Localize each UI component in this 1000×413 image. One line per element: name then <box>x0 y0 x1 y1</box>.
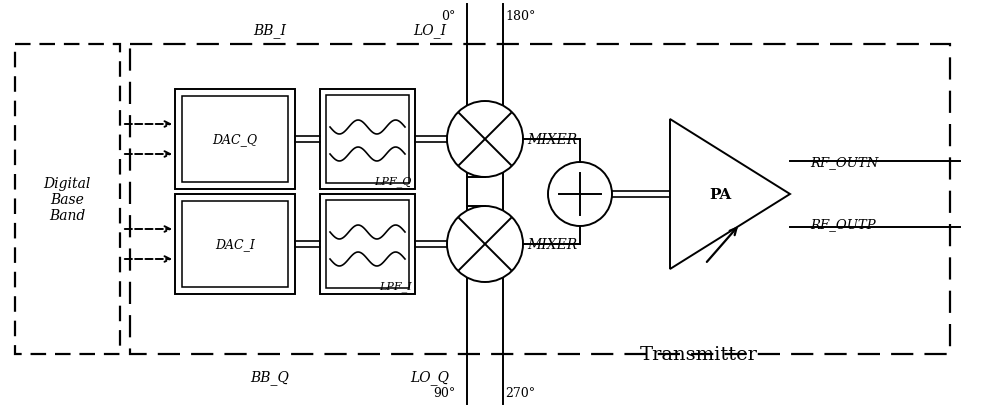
Text: MIXER: MIXER <box>527 237 577 252</box>
Polygon shape <box>326 96 409 183</box>
Text: Digital
Base
Band: Digital Base Band <box>43 176 91 223</box>
Text: LPF_I: LPF_I <box>379 280 412 291</box>
Polygon shape <box>175 90 295 190</box>
Text: LPF_Q: LPF_Q <box>375 176 412 187</box>
Text: RF_OUTN: RF_OUTN <box>810 156 878 169</box>
Text: BB_I: BB_I <box>254 23 287 38</box>
Circle shape <box>447 102 523 178</box>
Polygon shape <box>670 120 790 269</box>
Polygon shape <box>175 195 295 294</box>
Text: 270°: 270° <box>505 386 535 399</box>
Text: 180°: 180° <box>505 10 535 23</box>
Text: RF_OUTP: RF_OUTP <box>810 218 876 231</box>
Text: Transmitter: Transmitter <box>640 345 758 363</box>
Text: BB_Q: BB_Q <box>251 369 289 384</box>
Polygon shape <box>326 201 409 288</box>
Polygon shape <box>320 195 415 294</box>
Text: PA: PA <box>709 188 731 202</box>
Text: LO_Q: LO_Q <box>411 369 450 384</box>
Polygon shape <box>182 202 288 287</box>
Text: 90°: 90° <box>433 386 455 399</box>
Text: DAC_I: DAC_I <box>215 238 255 251</box>
Polygon shape <box>182 97 288 183</box>
Text: DAC_Q: DAC_Q <box>212 133 258 146</box>
Circle shape <box>548 163 612 226</box>
Polygon shape <box>320 90 415 190</box>
Text: LO_I: LO_I <box>413 23 447 38</box>
Text: MIXER: MIXER <box>527 133 577 147</box>
Text: 0°: 0° <box>441 10 455 23</box>
Circle shape <box>447 206 523 282</box>
